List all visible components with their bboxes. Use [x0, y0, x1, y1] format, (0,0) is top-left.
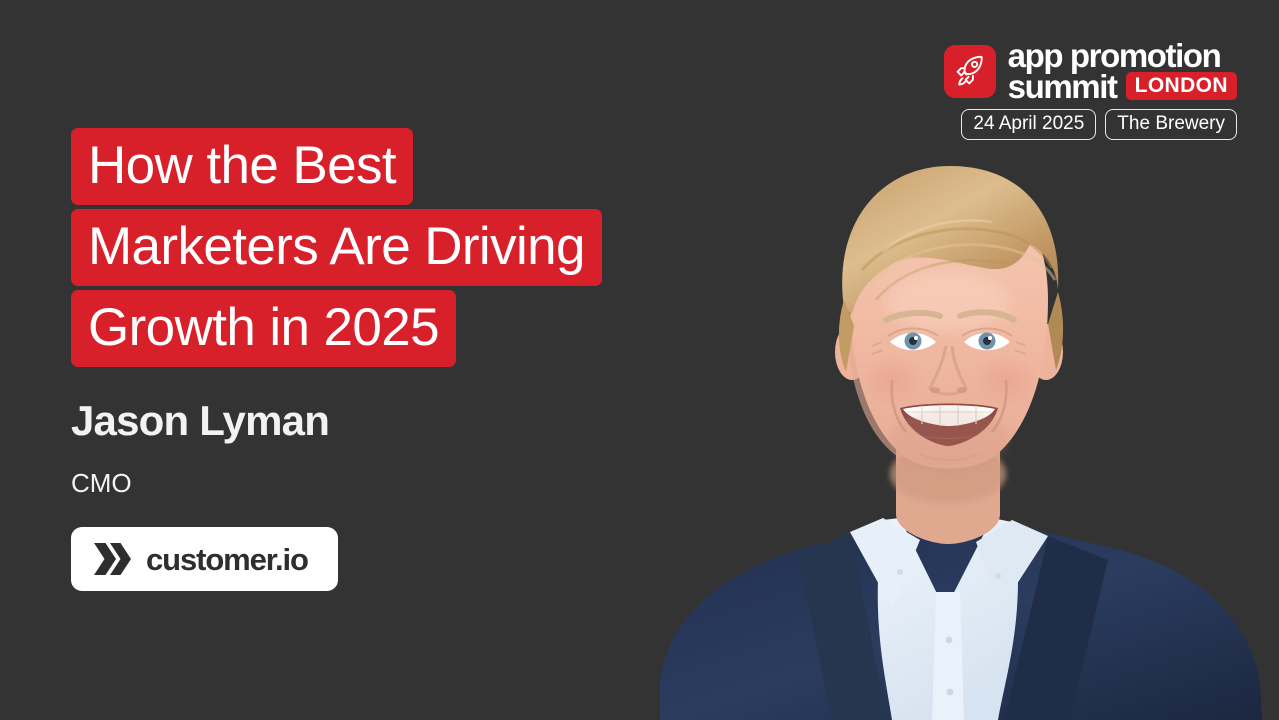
wordmark-line2: summit — [1007, 68, 1118, 106]
company-name: customer.io — [146, 541, 309, 577]
event-meta-row: 24 April 2025 The Brewery — [961, 109, 1237, 140]
city-badge: LONDON — [1125, 71, 1237, 100]
wordmark-line1: app promotion — [1007, 37, 1222, 74]
title-line-2: Marketers Are Driving — [71, 209, 602, 286]
company-logo-card: customer.io — [71, 527, 338, 591]
event-logo: app promotion summit LONDON 24 April 202… — [943, 37, 1237, 140]
wordmark: app promotion summit LONDON — [1007, 37, 1237, 106]
wordmark-line2-row: summit LONDON — [1007, 68, 1237, 106]
event-date-pill: 24 April 2025 — [961, 109, 1097, 140]
rocket-icon — [943, 44, 996, 98]
talk-title: How the Best Marketers Are Driving Growt… — [71, 128, 602, 367]
speaker-role: CMO — [71, 468, 132, 498]
speaker-name: Jason Lyman — [71, 397, 330, 444]
event-venue-pill: The Brewery — [1105, 109, 1237, 140]
title-line-3: Growth in 2025 — [71, 290, 457, 367]
speaker-photo — [600, 140, 1279, 720]
title-line-1: How the Best — [71, 128, 414, 205]
logo-wordmark-row: app promotion summit LONDON — [943, 37, 1237, 106]
double-chevron-icon — [94, 543, 131, 575]
